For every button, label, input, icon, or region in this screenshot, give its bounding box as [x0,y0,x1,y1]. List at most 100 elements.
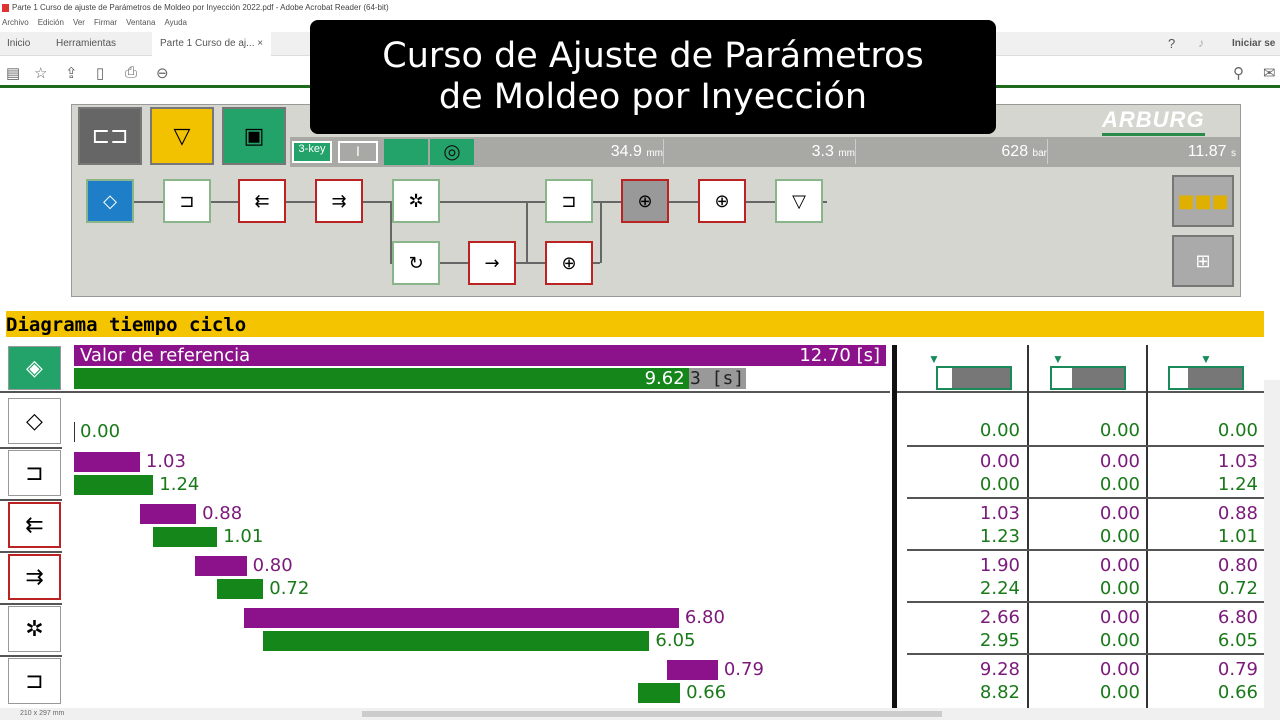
step-dosing[interactable]: ↻ [392,241,440,285]
actual-label-3: 0.72 [269,578,310,599]
table-cell: 0.00 [1099,659,1140,680]
table-cell: 2.66 [979,607,1020,628]
mold-button[interactable]: ▣ [222,107,286,165]
reference-label-2: 0.88 [202,503,243,524]
table-row-divider [907,497,1265,499]
reference-label-3: 0.80 [252,555,293,576]
table-cell: 0.88 [1217,503,1258,524]
actual-bar-1 [74,475,154,495]
row-divider [0,551,62,553]
reference-bar-1 [74,452,140,472]
step-injection[interactable]: ⇇ [238,179,286,223]
step-cooling[interactable]: ✲ [392,179,440,223]
column-header-3[interactable]: ▼ [1168,352,1248,390]
step-mold-close[interactable]: ⊐ [163,179,211,223]
menu-ayuda[interactable]: Ayuda [164,18,187,27]
save-icon[interactable]: ▤ [6,65,21,82]
table-row-divider [907,549,1265,551]
actual-value: 9.62 [644,368,685,389]
actual-bar-4 [262,631,650,651]
email-icon[interactable]: ✉ [1263,65,1276,82]
table-cell: 0.00 [979,474,1020,495]
actual-bar-2 [152,527,218,547]
status-bar: 210 x 297 mm [0,708,1280,720]
menu-bar: Archivo Edición Ver Firmar Ventana Ayuda [0,18,1280,32]
menu-archivo[interactable]: Archivo [2,18,29,27]
video-title-overlay: Curso de Ajuste de Parámetros de Moldeo p… [310,20,996,134]
horizontal-scrollbar[interactable] [362,711,942,717]
motor-icon [384,139,428,165]
row-divider [0,499,62,501]
page-size: 210 x 297 mm [20,710,65,717]
reference-label-5: 0.79 [723,659,764,680]
zoom-out-icon[interactable]: ⊖ [156,65,169,82]
print-icon[interactable]: ⎙ [125,64,138,81]
step-holding-pressure[interactable]: ⇉ [315,179,363,223]
divider [892,345,897,710]
actual-label-5: 0.66 [686,682,727,703]
table-row-divider [907,445,1265,447]
triangle-warning-icon: ▽ [173,123,191,148]
diagram-title-bar: Diagrama tiempo ciclo [6,311,1264,337]
column-header-1[interactable]: ▼ [920,352,1012,390]
tab-herramientas[interactable]: Herramientas [56,38,117,49]
gauge-cycle-time: 11.87 s [1187,143,1236,160]
vertical-scrollbar[interactable] [1264,380,1280,710]
alarm-button[interactable]: ▽ [150,107,214,165]
reference-bar [74,345,886,366]
key-switch-icon: 3-key [292,141,332,163]
table-cell: 2.95 [979,630,1020,651]
traffic-light-button[interactable]: ■■■ [1172,175,1234,227]
table-cell: 9.28 [979,659,1020,680]
menu-firmar[interactable]: Firmar [93,18,118,27]
help-icon[interactable]: ? [1168,36,1176,51]
sign-in-button[interactable]: Iniciar se [1232,38,1276,49]
reference-label-4: 6.80 [684,607,725,628]
acrobat-icon [2,4,9,12]
step-nozzle-forward[interactable]: ⊕ [545,241,593,285]
gauge-bar: 3-key I ◎ 34.9 mm [290,137,1240,167]
tab-close-button[interactable]: × [257,38,264,49]
menu-ver[interactable]: Ver [72,18,85,27]
step-start[interactable]: ◇ [86,179,134,223]
step-ejector[interactable]: ⊕ [621,179,669,223]
arburg-logo: ARBURG [1102,107,1205,136]
menu-edicion[interactable]: Edición [37,18,64,27]
share-link-icon[interactable]: ⚲ [1233,65,1244,82]
table-cell: 0.00 [1099,682,1140,703]
bell-icon[interactable]: ♪ [1198,36,1204,50]
step-mold-open[interactable]: ⊐ [545,179,593,223]
table-cell: 0.00 [1099,474,1140,495]
table-row-divider [907,653,1265,655]
actual-label-1: 1.24 [159,474,200,495]
holding-pressure-icon: ⇉ [8,554,61,600]
row-divider [0,447,62,449]
tab-document-label: Parte 1 Curso de aj... [160,38,255,49]
actual-unit: 3 [s] [690,368,745,389]
step-decompression[interactable]: → [468,241,516,285]
bookmark-star-icon[interactable]: ☆ [34,65,48,82]
mold-icon: ▣ [243,123,265,148]
table-cell: 1.03 [1217,451,1258,472]
sequence-tree-icon: ⊞ [1195,250,1211,272]
actual-bar-5 [637,683,681,703]
step-end[interactable]: ▽ [775,179,823,223]
column-header-2[interactable]: ▼ [1048,352,1128,390]
table-cell: 0.00 [1099,420,1140,441]
table-cell: 0.00 [979,420,1020,441]
menu-ventana[interactable]: Ventana [126,18,156,27]
window-title: Parte 1 Curso de ajuste de Parámetros de… [12,3,389,12]
sequence-button[interactable]: ⊞ [1172,235,1234,287]
table-cell: 0.00 [1099,607,1140,628]
upload-icon[interactable]: ⇪ [65,65,78,82]
machine-setup-button[interactable]: ⊏⊐ [78,107,142,165]
protect-file-icon[interactable]: ▯ [96,65,105,82]
machine-hmi-panel: ⊏⊐ ▽ ▣ ARBURG 3-key I ◎ 34.9 mm 3.3 mm 6… [71,104,1241,297]
reference-label: Valor de referencia [80,345,251,366]
step-nozzle-back[interactable]: ⊕ [698,179,746,223]
tab-inicio[interactable]: Inicio [7,38,31,49]
actual-bar-3 [217,579,264,599]
reference-bar-4 [244,608,679,628]
table-cell: 0.00 [979,451,1020,472]
tab-document[interactable]: Parte 1 Curso de aj... × [152,32,272,56]
